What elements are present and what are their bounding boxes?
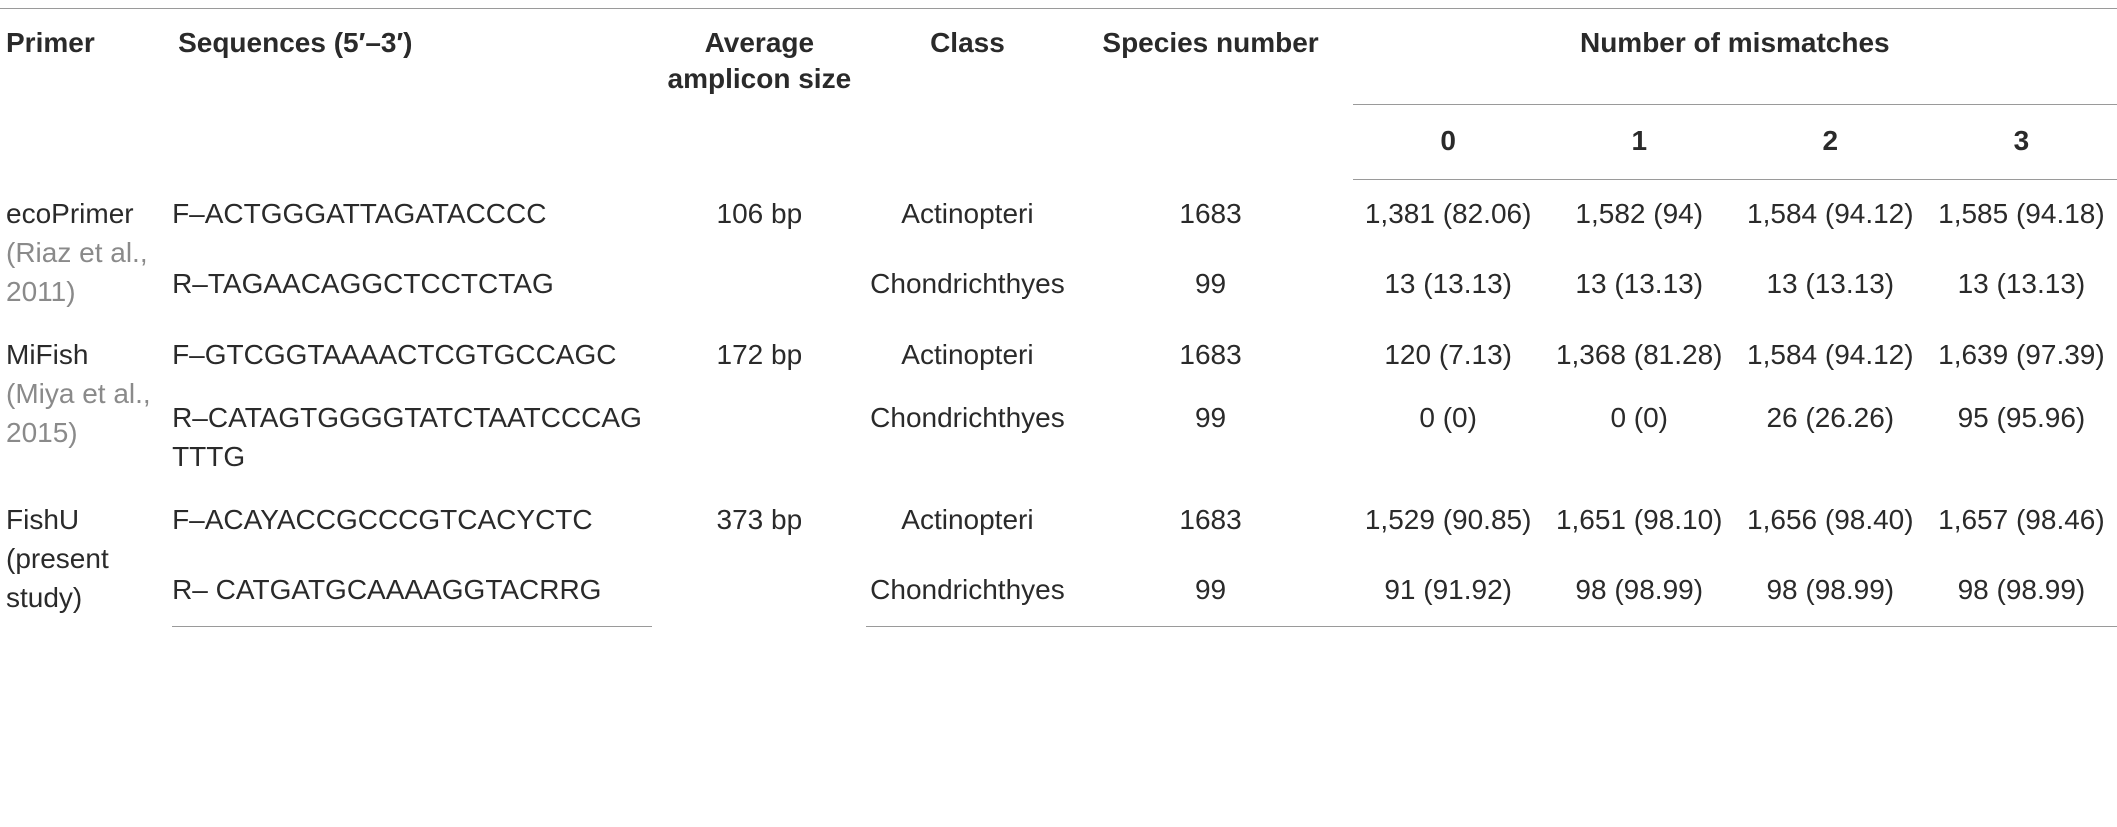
primer-mismatch-table: Primer Sequences (5′–3′) Average amplico… xyxy=(0,8,2117,627)
mismatch-cell-0: 91 (91.92) xyxy=(1352,555,1544,627)
class-cell: Actinopteri xyxy=(901,338,1034,370)
mismatch-cell-0: 1,529 (90.85) xyxy=(1364,503,1532,535)
mismatch-cell-2: 13 (13.13) xyxy=(1766,268,1895,300)
header-mm-1: 1 xyxy=(1543,104,1735,180)
header-mm-0: 0 xyxy=(1352,104,1544,180)
table-row: R– CATGATGCAAAAGGTACRRG Chondrichthyes 9… xyxy=(0,555,2117,627)
mismatch-cell-3: 13 (13.13) xyxy=(1957,268,2086,300)
header-amplicon-line1: Average xyxy=(704,27,815,58)
amplicon-cell: 106 bp xyxy=(716,197,803,229)
table-body: ecoPrimer (Riaz et al., 2011) F–ACTGGGAT… xyxy=(0,180,2117,627)
header-primer: Primer xyxy=(0,8,173,180)
primer-cell: ecoPrimer (Riaz et al., 2011) xyxy=(0,180,172,321)
primer-cell: FishU (present study) xyxy=(0,486,172,627)
header-class: Class xyxy=(866,8,1069,180)
class-cell: Chondrichthyes xyxy=(870,268,1065,300)
sequence-cell: R–TAGAACAGGCTCCTCTAG xyxy=(172,268,554,300)
table-row: MiFish (Miya et al., 2015) F–GTCGGTAAAAC… xyxy=(0,321,2117,448)
primer-cell: MiFish (Miya et al., 2015) xyxy=(0,321,172,486)
mismatch-cell-0: 120 (7.13) xyxy=(1384,338,1512,370)
primer-reference: (Miya et al., 2015) xyxy=(6,377,151,448)
mismatch-cell-3: 95 (95.96) xyxy=(1957,401,2086,433)
class-cell: Chondrichthyes xyxy=(870,401,1065,433)
mismatch-cell-0: 1,381 (82.06) xyxy=(1364,198,1532,229)
mismatch-cell-1: 1,582 (94) xyxy=(1575,198,1704,229)
sequence-cell: F–GTCGGTAAAACTCGTGCCAGC xyxy=(172,338,617,370)
mismatch-cell-3: 1,585 (94.18) xyxy=(1938,198,2105,229)
header-species: Species number xyxy=(1068,8,1353,180)
primer-reference: (present study) xyxy=(6,542,109,613)
mismatch-cell-3: 98 (98.99) xyxy=(1925,555,2117,627)
table-row: R–CATAGTGGGGTATCTAATCCCAGTTTG Chondricht… xyxy=(0,384,2117,486)
table-row: ecoPrimer (Riaz et al., 2011) F–ACTGGGAT… xyxy=(0,180,2117,307)
mismatch-cell-0: 13 (13.13) xyxy=(1384,268,1512,300)
mismatch-cell-1: 13 (13.13) xyxy=(1575,268,1704,300)
mismatch-cell-0: 0 (0) xyxy=(1419,401,1477,433)
sequence-cell: R– CATGATGCAAAAGGTACRRG xyxy=(172,555,653,627)
mismatch-cell-3: 1,639 (97.39) xyxy=(1938,338,2105,370)
primer-name: FishU xyxy=(6,503,80,535)
species-cell: 99 xyxy=(1068,555,1353,627)
species-cell: 1683 xyxy=(1179,338,1242,370)
mismatch-cell-1: 1,368 (81.28) xyxy=(1555,338,1723,370)
header-amplicon-line2: amplicon size xyxy=(667,63,852,94)
primer-name: MiFish xyxy=(6,338,89,370)
mismatch-cell-2: 98 (98.99) xyxy=(1734,555,1926,627)
mismatch-cell-2: 1,584 (94.12) xyxy=(1747,338,1914,370)
mismatch-cell-1: 0 (0) xyxy=(1610,401,1669,433)
mismatch-cell-2: 1,584 (94.12) xyxy=(1747,198,1914,229)
primer-name: ecoPrimer xyxy=(6,197,134,229)
header-mismatches: Number of mismatches xyxy=(1352,8,2117,105)
header-amplicon: Average amplicon size xyxy=(652,8,867,180)
primer-reference: (Riaz et al., 2011) xyxy=(6,236,148,307)
mismatch-cell-1: 1,651 (98.10) xyxy=(1555,503,1723,535)
species-cell: 99 xyxy=(1194,268,1227,300)
species-cell: 1683 xyxy=(1179,503,1242,535)
header-sequences: Sequences (5′–3′) xyxy=(172,8,653,180)
mismatch-cell-2: 26 (26.26) xyxy=(1766,401,1895,433)
sequence-cell: F–ACTGGGATTAGATACCCC xyxy=(172,197,547,229)
species-cell: 99 xyxy=(1194,401,1227,433)
table-header: Primer Sequences (5′–3′) Average amplico… xyxy=(0,8,2117,180)
class-cell: Actinopteri xyxy=(901,197,1034,229)
sequence-cell: R–CATAGTGGGGTATCTAATCCCAGTTTG xyxy=(172,401,642,472)
header-mm-2: 2 xyxy=(1734,104,1926,180)
class-cell: Chondrichthyes xyxy=(866,555,1069,627)
mismatch-cell-2: 1,656 (98.40) xyxy=(1747,503,1914,535)
table-row: FishU (present study) F–ACAYACCGCCCGTCAC… xyxy=(0,486,2117,613)
class-cell: Actinopteri xyxy=(901,503,1034,535)
mismatch-cell-1: 98 (98.99) xyxy=(1543,555,1735,627)
amplicon-cell: 172 bp xyxy=(716,338,803,370)
header-mm-3: 3 xyxy=(1925,104,2117,180)
table-row: R–TAGAACAGGCTCCTCTAG Chondrichthyes 99 1… xyxy=(0,250,2117,320)
mismatch-cell-3: 1,657 (98.46) xyxy=(1938,503,2105,535)
species-cell: 1683 xyxy=(1179,197,1242,229)
amplicon-cell: 373 bp xyxy=(716,503,803,535)
sequence-cell: F–ACAYACCGCCCGTCACYCTC xyxy=(172,503,593,535)
